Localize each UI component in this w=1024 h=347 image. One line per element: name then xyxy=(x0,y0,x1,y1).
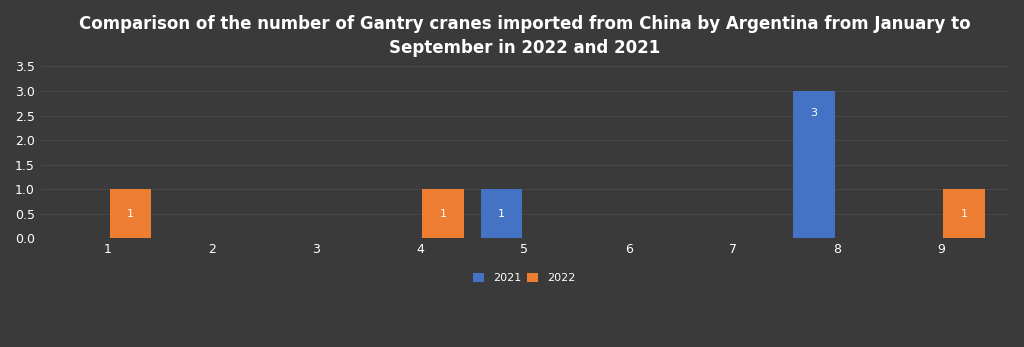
Text: 3: 3 xyxy=(811,108,817,118)
Title: Comparison of the number of Gantry cranes imported from China by Argentina from : Comparison of the number of Gantry crane… xyxy=(79,15,971,57)
Bar xyxy=(794,91,835,238)
Bar xyxy=(480,189,522,238)
Bar xyxy=(422,189,464,238)
Text: 1: 1 xyxy=(498,209,505,219)
Text: 1: 1 xyxy=(127,209,134,219)
Text: 1: 1 xyxy=(439,209,446,219)
Bar xyxy=(110,189,152,238)
Bar xyxy=(943,189,985,238)
Text: 1: 1 xyxy=(961,209,968,219)
Legend: 2021, 2022: 2021, 2022 xyxy=(469,269,580,288)
